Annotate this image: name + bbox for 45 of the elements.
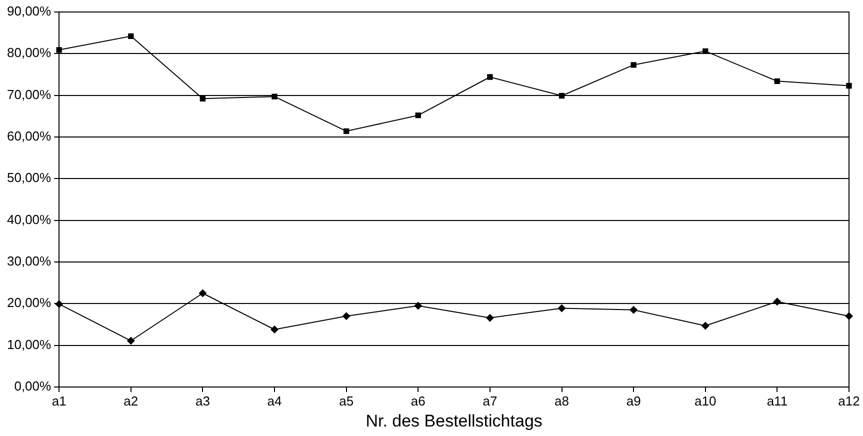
point <box>126 336 135 345</box>
y-tick-label: 10,00% <box>6 336 52 352</box>
y-tick-label: 30,00% <box>6 254 52 269</box>
point <box>486 314 494 322</box>
point <box>128 33 134 39</box>
x-tick-label: a10 <box>694 393 716 408</box>
y-tick-label: 60,00% <box>6 128 52 144</box>
x-tick-label: a1 <box>52 393 66 408</box>
point <box>342 312 350 320</box>
x-tick-label: a2 <box>124 393 138 408</box>
y-tick-label: 70,00% <box>6 86 52 102</box>
y-tick-label: 20,00% <box>6 295 52 310</box>
point <box>487 74 493 80</box>
point <box>270 326 279 334</box>
point <box>415 112 421 118</box>
point <box>630 306 638 314</box>
point <box>414 302 422 310</box>
point <box>558 304 566 312</box>
y-tick-label: 0,00% <box>14 378 52 394</box>
x-tick-label: a11 <box>766 393 788 408</box>
y-tick-label: 80,00% <box>6 45 52 60</box>
point <box>846 82 852 89</box>
x-tick-label: a9 <box>626 393 641 408</box>
y-tick-label: 90,00% <box>6 4 52 19</box>
point <box>774 78 780 84</box>
point <box>845 312 853 320</box>
point <box>272 94 278 100</box>
point <box>200 96 206 102</box>
point <box>701 322 710 330</box>
point <box>56 47 62 53</box>
point <box>630 62 636 68</box>
y-tick-label: 50,00% <box>6 170 52 186</box>
point <box>558 92 565 99</box>
x-tick-label: a3 <box>195 393 210 408</box>
point <box>344 128 350 134</box>
point <box>198 289 207 298</box>
y-tick-label: 40,00% <box>6 212 52 227</box>
x-tick-label: a5 <box>339 393 354 408</box>
x-axis-title: Nr. des Bestellstichtags <box>366 411 542 430</box>
x-tick-label: a8 <box>554 393 569 408</box>
point <box>773 298 782 306</box>
x-tick-label: a4 <box>267 393 282 408</box>
x-tick-label: a7 <box>482 393 498 408</box>
x-tick-label: a6 <box>410 393 426 408</box>
x-tick-label: a12 <box>838 393 860 408</box>
